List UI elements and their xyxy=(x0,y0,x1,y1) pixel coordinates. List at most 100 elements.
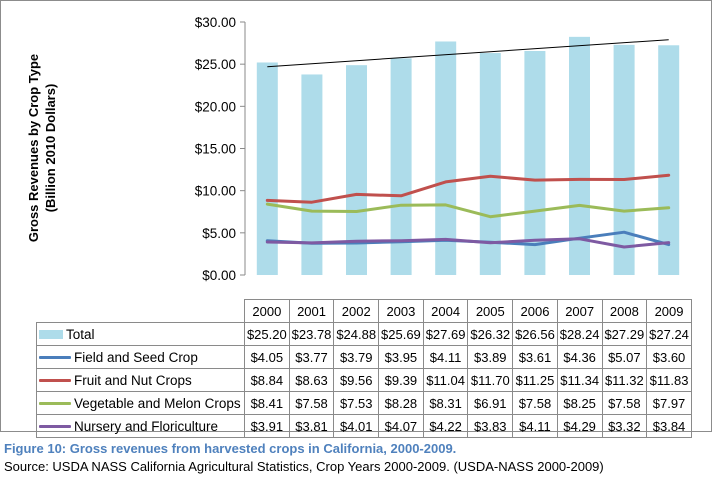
data-label: $8.28 xyxy=(378,391,424,415)
bar-total-2003 xyxy=(390,58,412,275)
bar-total-2007 xyxy=(569,36,590,275)
data-label: $11.83 xyxy=(646,368,692,392)
line-nursery-and-floriculture xyxy=(265,237,671,249)
data-label: $3.83 xyxy=(467,414,514,438)
line-fruit-and-nut-crops xyxy=(265,173,671,204)
table-row: Total $25.20 $23.78 $24.88 $25.69 $27.69 $26.3… xyxy=(36,322,692,346)
data-label: $4.22 xyxy=(422,414,469,438)
data-label: $3.60 xyxy=(646,345,692,369)
legend-entry: Total xyxy=(36,322,245,346)
y-tick-label: $25.00 xyxy=(195,57,236,72)
legend-entry: Vegetable and Melon Crops xyxy=(36,391,245,415)
data-label: $3.61 xyxy=(512,345,558,369)
legend-bar-swatch xyxy=(39,330,63,340)
table-row: Vegetable and Melon Crops $8.41 $7.58 $7.53… xyxy=(36,391,692,415)
table-row: Field and Seed Crop $4.05 $3.77 $3.79 $3.95 $… xyxy=(36,345,692,369)
data-label: $8.63 xyxy=(288,368,335,392)
y-tick-label: $0.00 xyxy=(202,268,236,283)
data-label: $7.58 xyxy=(601,391,648,415)
y-tick-label: $30.00 xyxy=(195,15,236,30)
bar-total-2008 xyxy=(613,44,635,275)
source-note: Source: USDA NASS California Agricultura… xyxy=(4,459,604,474)
data-label: $6.91 xyxy=(467,391,514,415)
data-label: $8.41 xyxy=(244,391,290,415)
data-label: $3.77 xyxy=(288,345,335,369)
data-label: $4.36 xyxy=(556,345,603,369)
data-label: $5.07 xyxy=(601,345,648,369)
data-label: $24.88 xyxy=(333,322,380,346)
data-label: $7.97 xyxy=(646,391,692,415)
legend-label: Vegetable and Melon Crops xyxy=(74,395,241,411)
data-label: $27.29 xyxy=(601,322,648,346)
data-label: $11.04 xyxy=(422,368,469,392)
legend-label: Nursery and Floriculture xyxy=(74,418,219,434)
bar-total-2004 xyxy=(435,41,457,275)
data-table: 2000 2001 2002 2003 2004 2005 2006 2007 2008 2009… xyxy=(36,299,692,438)
data-label: $27.69 xyxy=(422,322,469,346)
bar-total-2000 xyxy=(256,62,278,276)
legend-entry: Field and Seed Crop xyxy=(36,345,245,369)
data-label: $4.07 xyxy=(378,414,424,438)
legend-entry: Nursery and Floriculture xyxy=(36,414,245,438)
data-label: $26.56 xyxy=(512,322,558,346)
data-label: $8.31 xyxy=(422,391,469,415)
data-label: $11.25 xyxy=(512,368,558,392)
data-label: $3.89 xyxy=(467,345,514,369)
data-label: $9.39 xyxy=(378,368,424,392)
chart: $0.00 $5.00 $10.00 $15.00 $20.00 $25.00 $30.00… xyxy=(26,15,680,283)
x-tick-label: 2007 xyxy=(556,299,603,323)
data-label: $11.70 xyxy=(467,368,514,392)
x-tick-label: 2008 xyxy=(601,299,648,323)
bar-total-2006 xyxy=(524,51,546,275)
data-label: $8.84 xyxy=(244,368,290,392)
x-tick-label: 2002 xyxy=(333,299,380,323)
legend-entry: Fruit and Nut Crops xyxy=(36,368,245,392)
x-tick-label: 2004 xyxy=(422,299,469,323)
data-label: $27.24 xyxy=(646,322,692,346)
data-label: $23.78 xyxy=(288,322,335,346)
legend-line-swatch xyxy=(39,356,71,360)
y-tick-label: $10.00 xyxy=(195,184,236,199)
data-label: $4.29 xyxy=(556,414,603,438)
x-tick-label: 2001 xyxy=(288,299,335,323)
legend-line-swatch xyxy=(39,379,71,383)
data-label: $3.95 xyxy=(378,345,424,369)
x-tick-label: 2003 xyxy=(378,299,424,323)
legend-label: Fruit and Nut Crops xyxy=(74,372,192,388)
data-label: $8.25 xyxy=(556,391,603,415)
data-label: $11.32 xyxy=(601,368,648,392)
x-tick-label: 2000 xyxy=(244,299,290,323)
data-label: $3.81 xyxy=(288,414,335,438)
x-tick-label: 2006 xyxy=(512,299,558,323)
bar-total-2001 xyxy=(301,74,323,276)
table-row: Nursery and Floriculture $3.91 $3.81 $4.01 $… xyxy=(36,414,692,438)
y-axis-title: Gross Revenues by Crop Type xyxy=(26,54,41,242)
data-label: $4.11 xyxy=(422,345,469,369)
y-tick-label: $20.00 xyxy=(195,99,236,114)
legend-line-swatch xyxy=(39,402,71,406)
data-label: $3.79 xyxy=(333,345,380,369)
data-label: $4.05 xyxy=(244,345,290,369)
data-label: $11.34 xyxy=(556,368,603,392)
legend-label: Field and Seed Crop xyxy=(74,349,198,365)
legend-line-swatch xyxy=(39,425,71,429)
data-label: $7.53 xyxy=(333,391,380,415)
line-vegetable-and-melon-crops xyxy=(265,202,671,219)
figure-caption: Figure 10: Gross revenues from harvested… xyxy=(4,441,457,456)
bar-total-2005 xyxy=(479,53,501,275)
trendline xyxy=(267,39,669,68)
table-row: Fruit and Nut Crops $8.84 $8.63 $9.56 $9.39 $… xyxy=(36,368,692,392)
data-label: $7.58 xyxy=(288,391,335,415)
data-label: $7.58 xyxy=(512,391,558,415)
y-tick-label: $5.00 xyxy=(202,226,236,241)
data-label: $3.91 xyxy=(244,414,290,438)
data-label: $9.56 xyxy=(333,368,380,392)
data-label: $3.84 xyxy=(646,414,692,438)
bar-total-2009 xyxy=(658,45,680,275)
y-tick-label: $15.00 xyxy=(195,142,236,157)
data-label: $28.24 xyxy=(556,322,603,346)
legend-label: Total xyxy=(66,326,95,342)
x-tick-label: 2005 xyxy=(467,299,514,323)
data-label: $26.32 xyxy=(467,322,514,346)
data-label: $25.69 xyxy=(378,322,424,346)
